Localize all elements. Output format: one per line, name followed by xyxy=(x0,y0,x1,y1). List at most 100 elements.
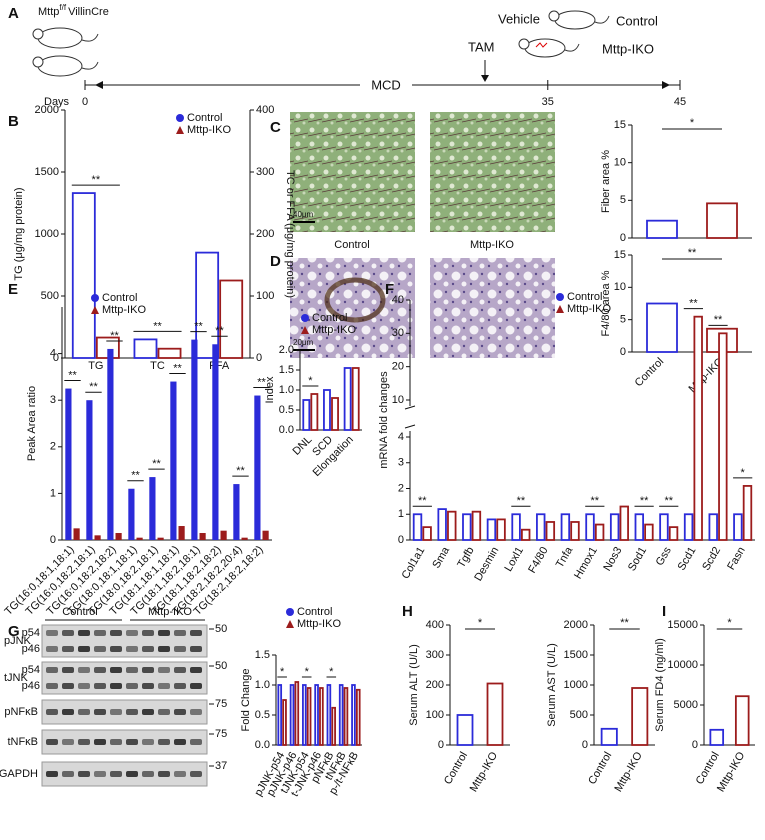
y-tick-label: 0 xyxy=(50,534,56,546)
bar xyxy=(326,684,332,746)
blot-band xyxy=(174,709,186,715)
y-tick-label: 5000 xyxy=(674,699,698,711)
bar xyxy=(351,684,356,746)
blot-band xyxy=(142,709,154,715)
stained-cell xyxy=(324,277,386,323)
y2-tick-label: 400 xyxy=(256,104,274,116)
blot-band xyxy=(94,646,106,652)
x-tick-label: DNL xyxy=(290,434,314,458)
y-tick-label: 0.0 xyxy=(279,424,294,436)
blot-band xyxy=(158,667,170,673)
blot-band xyxy=(142,739,154,745)
y-tick-label: 0.5 xyxy=(279,404,294,416)
y-axis-label: Fold Change xyxy=(240,669,252,732)
x-tick-label: Control xyxy=(633,356,667,390)
bar xyxy=(496,518,506,541)
protein-label: pJNK xyxy=(4,635,32,647)
blot-band xyxy=(158,709,170,715)
legend-marker xyxy=(176,114,184,122)
legend-marker xyxy=(91,306,99,314)
blot-band xyxy=(94,630,106,636)
bar xyxy=(289,684,295,746)
blot-band xyxy=(190,667,202,673)
blot-band xyxy=(110,709,122,715)
x-tick-label: Gss xyxy=(654,545,674,568)
bar xyxy=(191,339,198,540)
day-label: 45 xyxy=(674,96,686,108)
axis-break xyxy=(404,405,416,429)
significance-label: ** xyxy=(591,495,600,507)
y2-axis-label: TC or FFA (μg/mg protein) xyxy=(284,170,296,298)
significance-label: * xyxy=(741,467,746,479)
y-tick-label: 200 xyxy=(426,679,444,691)
significance-label: * xyxy=(727,617,732,629)
bar xyxy=(659,513,669,541)
significance-label: * xyxy=(280,666,285,678)
column-label: Mttp-IKO xyxy=(470,239,514,251)
blot-band xyxy=(190,630,202,636)
bar xyxy=(343,367,352,431)
blot-group-label: Control xyxy=(62,606,97,618)
bar xyxy=(520,528,531,541)
bar xyxy=(668,526,679,541)
y-tick-label: 15 xyxy=(614,249,626,261)
x-tick-label: FFA xyxy=(209,360,230,372)
x-tick-label: Control xyxy=(586,750,614,787)
legend-label: Mttp-IKO xyxy=(102,304,146,316)
x-tick-label: Hmox1 xyxy=(572,545,600,581)
histology-image xyxy=(430,112,555,232)
protein-label: GAPDH xyxy=(0,768,38,780)
band-label: p54 xyxy=(22,664,40,676)
y-tick-label: 10000 xyxy=(667,659,698,671)
y-tick-label: 1.5 xyxy=(255,649,270,661)
panel-label: G xyxy=(8,623,20,640)
blot-band xyxy=(62,667,74,673)
blot-band xyxy=(174,630,186,636)
bar xyxy=(94,535,101,540)
significance-label: ** xyxy=(92,174,101,186)
y2-tick-label: 300 xyxy=(256,166,274,178)
bar xyxy=(212,344,219,540)
histology-image xyxy=(290,112,415,232)
x-tick-label: Tnfa xyxy=(554,544,576,570)
bar xyxy=(486,518,497,541)
western-blot: Control Mttp-IKOp54p46pJNK50p54p46tJNK50p… xyxy=(0,606,227,787)
y-tick-label: 2000 xyxy=(35,104,59,116)
bar xyxy=(65,388,72,540)
y-tick-label: 1 xyxy=(50,487,56,499)
blot-band xyxy=(78,667,90,673)
y-tick-label: 2.0 xyxy=(279,344,294,356)
blot-band xyxy=(158,630,170,636)
significance-label: * xyxy=(329,666,334,678)
blot-band xyxy=(126,739,138,745)
bar xyxy=(115,533,122,540)
marker-label: 50 xyxy=(215,623,227,635)
blot-band xyxy=(174,667,186,673)
bar xyxy=(718,332,728,541)
legend-marker xyxy=(301,326,309,334)
blot-band xyxy=(62,739,74,745)
bar xyxy=(241,537,248,540)
x-tick-label: Tgfb xyxy=(455,545,476,570)
y-tick-label: 0 xyxy=(438,739,444,751)
bar xyxy=(706,202,738,239)
bar xyxy=(619,505,629,541)
y-tick-label: 2 xyxy=(398,482,404,494)
blot-band xyxy=(46,683,58,689)
bar xyxy=(471,510,482,541)
bar xyxy=(310,393,319,431)
bar xyxy=(351,367,360,431)
y-tick-label: 1.5 xyxy=(279,364,294,376)
blot-band xyxy=(78,739,90,745)
panel-label: H xyxy=(402,603,413,620)
tam-label: TAM xyxy=(468,39,494,54)
diet-bg xyxy=(360,77,412,93)
band-label: p54 xyxy=(22,627,40,639)
y-tick-label: 10 xyxy=(614,281,626,293)
blot-band xyxy=(78,630,90,636)
x-tick-label: Control xyxy=(442,750,470,787)
x-tick-label: Col1a1 xyxy=(400,545,428,581)
blot-band xyxy=(62,771,74,777)
marker-label: 50 xyxy=(215,660,227,672)
